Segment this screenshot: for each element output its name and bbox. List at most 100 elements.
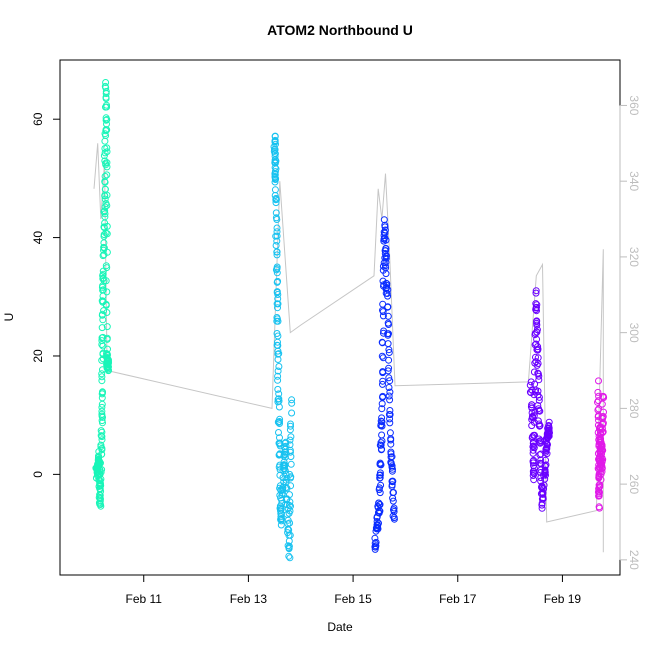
data-point [599, 419, 607, 427]
data-point [543, 450, 551, 458]
data-point [103, 323, 111, 331]
data-point [102, 88, 110, 95]
data-point [386, 415, 394, 423]
data-point [377, 417, 385, 425]
data-point [595, 377, 602, 385]
data-point [98, 324, 106, 332]
data-point [103, 288, 111, 296]
data-point [273, 216, 281, 223]
data-point [376, 474, 384, 482]
data-point [272, 209, 280, 217]
data-point [390, 515, 398, 523]
data-point [599, 446, 607, 454]
data-point [390, 508, 398, 515]
data-point [542, 456, 549, 464]
data-point [102, 79, 110, 86]
data-point [103, 264, 111, 272]
data-point [285, 552, 293, 560]
data-point [99, 286, 107, 294]
chart-title: ATOM2 Northbound U [267, 22, 413, 38]
data-point [271, 192, 279, 199]
data-point [530, 368, 538, 376]
data-point [534, 417, 542, 425]
data-point [285, 501, 293, 509]
data-point [274, 376, 282, 384]
data-point [385, 356, 393, 364]
data-point [534, 343, 542, 351]
data-point [97, 432, 105, 440]
data-point [371, 534, 379, 542]
data-point [378, 445, 386, 453]
data-point [288, 396, 296, 404]
data-point [385, 364, 393, 372]
data-point [533, 328, 541, 336]
data-point [286, 498, 294, 506]
y-axis: 0 20 40 60 [31, 112, 61, 478]
data-point [103, 222, 111, 230]
data-point [274, 304, 281, 312]
data-point [105, 358, 112, 366]
data-point [273, 251, 281, 259]
data-point [273, 288, 281, 296]
data-point [376, 469, 384, 477]
data-point [288, 399, 296, 407]
data-point [274, 385, 282, 393]
data-point [103, 126, 111, 134]
data-point [100, 231, 108, 239]
data-point [99, 252, 107, 260]
data-point [530, 444, 538, 451]
data-point [539, 494, 547, 502]
data-point [102, 116, 110, 124]
data-point [272, 140, 279, 148]
data-point [103, 159, 111, 167]
data-point [529, 472, 537, 479]
data-point [96, 485, 104, 493]
y2-tick-label: 320 [627, 247, 641, 267]
x-tick-label: Feb 13 [230, 592, 268, 606]
data-point [96, 459, 104, 467]
data-point [545, 418, 553, 426]
data-point [385, 392, 393, 400]
data-point [534, 354, 542, 362]
data-point [103, 144, 111, 152]
data-point [288, 409, 296, 417]
data-point [385, 349, 393, 356]
data-point [386, 407, 394, 414]
data-point [272, 199, 280, 207]
data-point [382, 270, 390, 278]
data-point [543, 445, 551, 453]
data-point [386, 419, 394, 427]
data-point [533, 321, 541, 329]
data-point [543, 441, 551, 449]
data-point [282, 484, 290, 491]
data-point [98, 373, 106, 381]
data-point [272, 232, 280, 240]
data-point [275, 418, 283, 426]
data-point [382, 254, 390, 262]
data-point [535, 393, 543, 401]
data-point [372, 538, 380, 546]
data-point [371, 543, 379, 551]
data-point [101, 130, 109, 138]
y2-tick-label: 340 [627, 171, 641, 191]
data-point [378, 422, 386, 430]
data-point [531, 380, 539, 388]
data-point [384, 303, 392, 311]
data-point [102, 301, 110, 309]
x-tick-label: Feb 17 [439, 592, 477, 606]
data-point [102, 95, 110, 102]
data-point [102, 127, 110, 135]
data-point [533, 317, 541, 325]
series-2 [270, 132, 296, 562]
data-point [532, 353, 539, 361]
data-point [373, 518, 381, 525]
data-point [103, 191, 111, 199]
data-point [376, 489, 384, 497]
y-tick-label: 0 [31, 471, 45, 478]
data-point [388, 462, 396, 470]
data-point [375, 519, 382, 527]
data-point [386, 388, 394, 396]
data-point [378, 437, 386, 445]
data-point [271, 174, 279, 182]
